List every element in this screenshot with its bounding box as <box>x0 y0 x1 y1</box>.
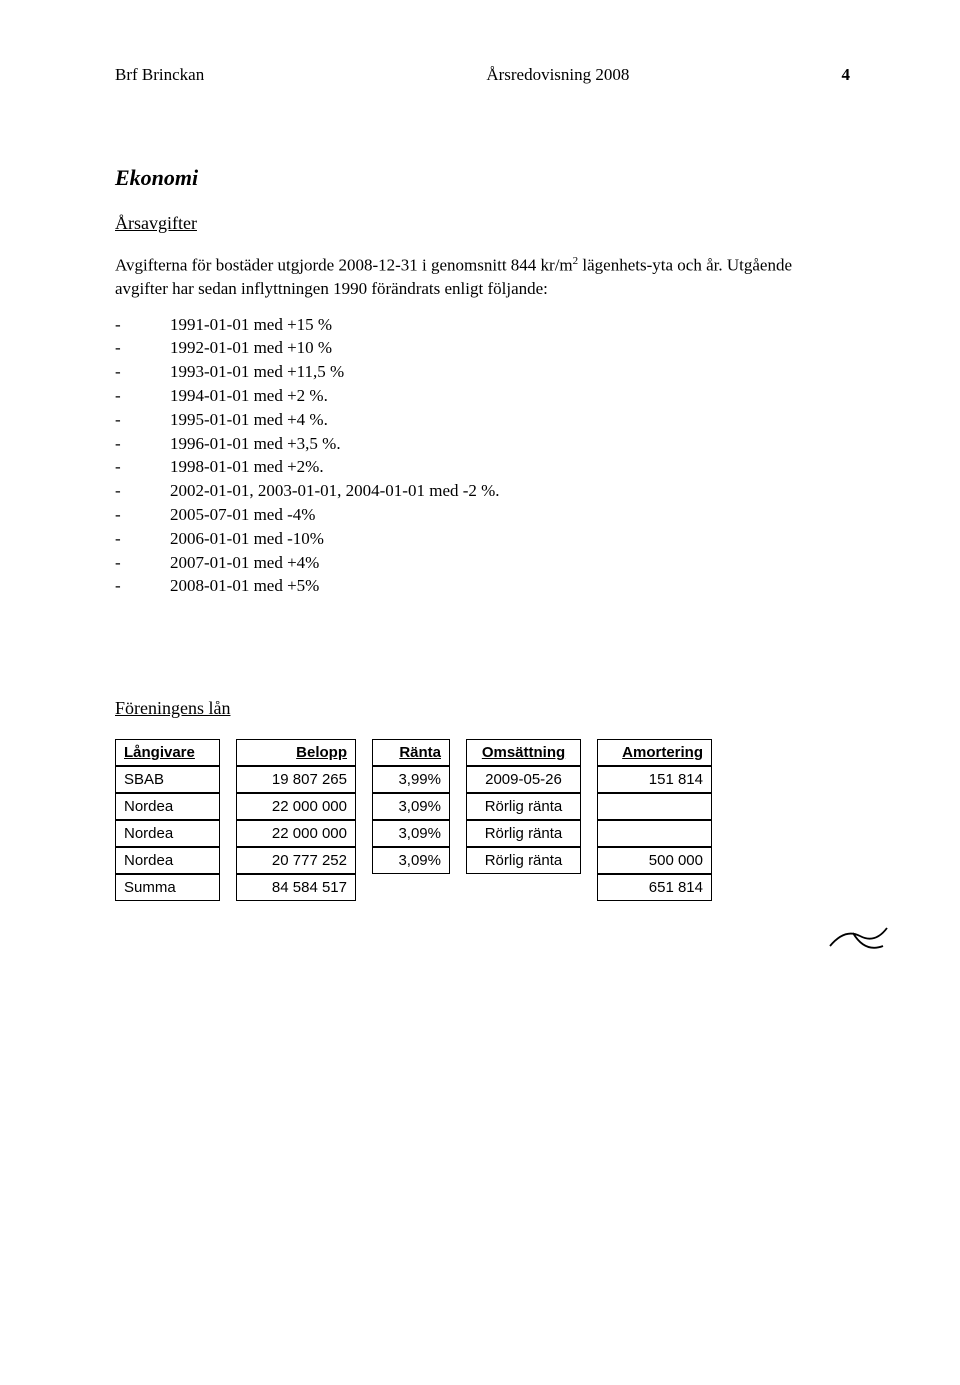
list-text: 1995-01-01 med +4 %. <box>170 408 328 432</box>
list-text: 1993-01-01 med +11,5 % <box>170 360 344 384</box>
list-dash: - <box>115 455 170 479</box>
cell-belopp: 19 807 265 <box>236 766 356 793</box>
intro-text-a: Avgifterna för bostäder utgjorde 2008-12… <box>115 256 573 275</box>
list-dash: - <box>115 432 170 456</box>
cell-summa-belopp: 84 584 517 <box>236 874 356 901</box>
list-item: -2002-01-01, 2003-01-01, 2004-01-01 med … <box>115 479 850 503</box>
table-row: Nordea 20 777 252 3,09% Rörlig ränta 500 000 <box>115 847 712 874</box>
list-dash: - <box>115 360 170 384</box>
cell-amortering <box>597 793 712 820</box>
list-dash: - <box>115 408 170 432</box>
cell-belopp: 22 000 000 <box>236 793 356 820</box>
cell-omsattning: 2009-05-26 <box>466 766 581 793</box>
loan-table: Långivare Belopp Ränta Omsättning Amorte… <box>115 739 712 901</box>
cell-omsattning: Rörlig ränta <box>466 820 581 847</box>
intro-paragraph: Avgifterna för bostäder utgjorde 2008-12… <box>115 254 795 301</box>
list-text: 1992-01-01 med +10 % <box>170 336 332 360</box>
list-text: 2005-07-01 med -4% <box>170 503 315 527</box>
cell-summa-amortering: 651 814 <box>597 874 712 901</box>
table-row: SBAB 19 807 265 3,99% 2009-05-26 151 814 <box>115 766 712 793</box>
th-ranta: Ränta <box>372 739 450 766</box>
cell-langivare: Nordea <box>115 820 220 847</box>
subheading-lan: Föreningens lån <box>115 698 850 719</box>
cell-langivare: SBAB <box>115 766 220 793</box>
cell-ranta: 3,09% <box>372 820 450 847</box>
list-item: -1995-01-01 med +4 %. <box>115 408 850 432</box>
list-dash: - <box>115 479 170 503</box>
cell-amortering: 500 000 <box>597 847 712 874</box>
section-title-ekonomi: Ekonomi <box>115 165 850 191</box>
th-belopp: Belopp <box>236 739 356 766</box>
list-text: 2007-01-01 med +4% <box>170 551 319 575</box>
cell-amortering: 151 814 <box>597 766 712 793</box>
cell-summa-label: Summa <box>115 874 220 901</box>
list-item: -2008-01-01 med +5% <box>115 574 850 598</box>
list-dash: - <box>115 313 170 337</box>
subheading-arsavgifter: Årsavgifter <box>115 213 850 234</box>
page-header: Brf Brinckan Årsredovisning 2008 4 <box>115 65 850 85</box>
table-summary-row: Summa 84 584 517 651 814 <box>115 874 712 901</box>
list-item: -1996-01-01 med +3,5 %. <box>115 432 850 456</box>
header-center: Årsredovisning 2008 <box>486 65 629 85</box>
fee-changes-list: -1991-01-01 med +15 %-1992-01-01 med +10… <box>115 313 850 599</box>
list-text: 1991-01-01 med +15 % <box>170 313 332 337</box>
cell-omsattning: Rörlig ränta <box>466 793 581 820</box>
page-number: 4 <box>842 65 851 85</box>
cell-langivare: Nordea <box>115 793 220 820</box>
cell-langivare: Nordea <box>115 847 220 874</box>
list-text: 2008-01-01 med +5% <box>170 574 319 598</box>
th-omsattning: Omsättning <box>466 739 581 766</box>
header-left: Brf Brinckan <box>115 65 204 85</box>
list-text: 2006-01-01 med -10% <box>170 527 324 551</box>
list-dash: - <box>115 527 170 551</box>
cell-omsattning: Rörlig ränta <box>466 847 581 874</box>
list-text: 1998-01-01 med +2%. <box>170 455 324 479</box>
table-header-row: Långivare Belopp Ränta Omsättning Amorte… <box>115 739 712 766</box>
list-dash: - <box>115 574 170 598</box>
list-item: -1991-01-01 med +15 % <box>115 313 850 337</box>
cell-belopp: 22 000 000 <box>236 820 356 847</box>
cell-ranta: 3,99% <box>372 766 450 793</box>
list-item: -1998-01-01 med +2%. <box>115 455 850 479</box>
list-text: 2002-01-01, 2003-01-01, 2004-01-01 med -… <box>170 479 500 503</box>
cell-amortering <box>597 820 712 847</box>
list-item: -1994-01-01 med +2 %. <box>115 384 850 408</box>
list-dash: - <box>115 503 170 527</box>
signature-initial-icon <box>825 918 895 958</box>
cell-belopp: 20 777 252 <box>236 847 356 874</box>
list-dash: - <box>115 384 170 408</box>
list-item: -2006-01-01 med -10% <box>115 527 850 551</box>
cell-ranta: 3,09% <box>372 793 450 820</box>
list-text: 1994-01-01 med +2 %. <box>170 384 328 408</box>
list-item: -2005-07-01 med -4% <box>115 503 850 527</box>
list-item: -1992-01-01 med +10 % <box>115 336 850 360</box>
list-dash: - <box>115 551 170 575</box>
cell-ranta: 3,09% <box>372 847 450 874</box>
table-row: Nordea 22 000 000 3,09% Rörlig ränta <box>115 793 712 820</box>
list-item: -2007-01-01 med +4% <box>115 551 850 575</box>
list-item: -1993-01-01 med +11,5 % <box>115 360 850 384</box>
th-langivare: Långivare <box>115 739 220 766</box>
list-text: 1996-01-01 med +3,5 %. <box>170 432 341 456</box>
table-row: Nordea 22 000 000 3,09% Rörlig ränta <box>115 820 712 847</box>
th-amortering: Amortering <box>597 739 712 766</box>
list-dash: - <box>115 336 170 360</box>
